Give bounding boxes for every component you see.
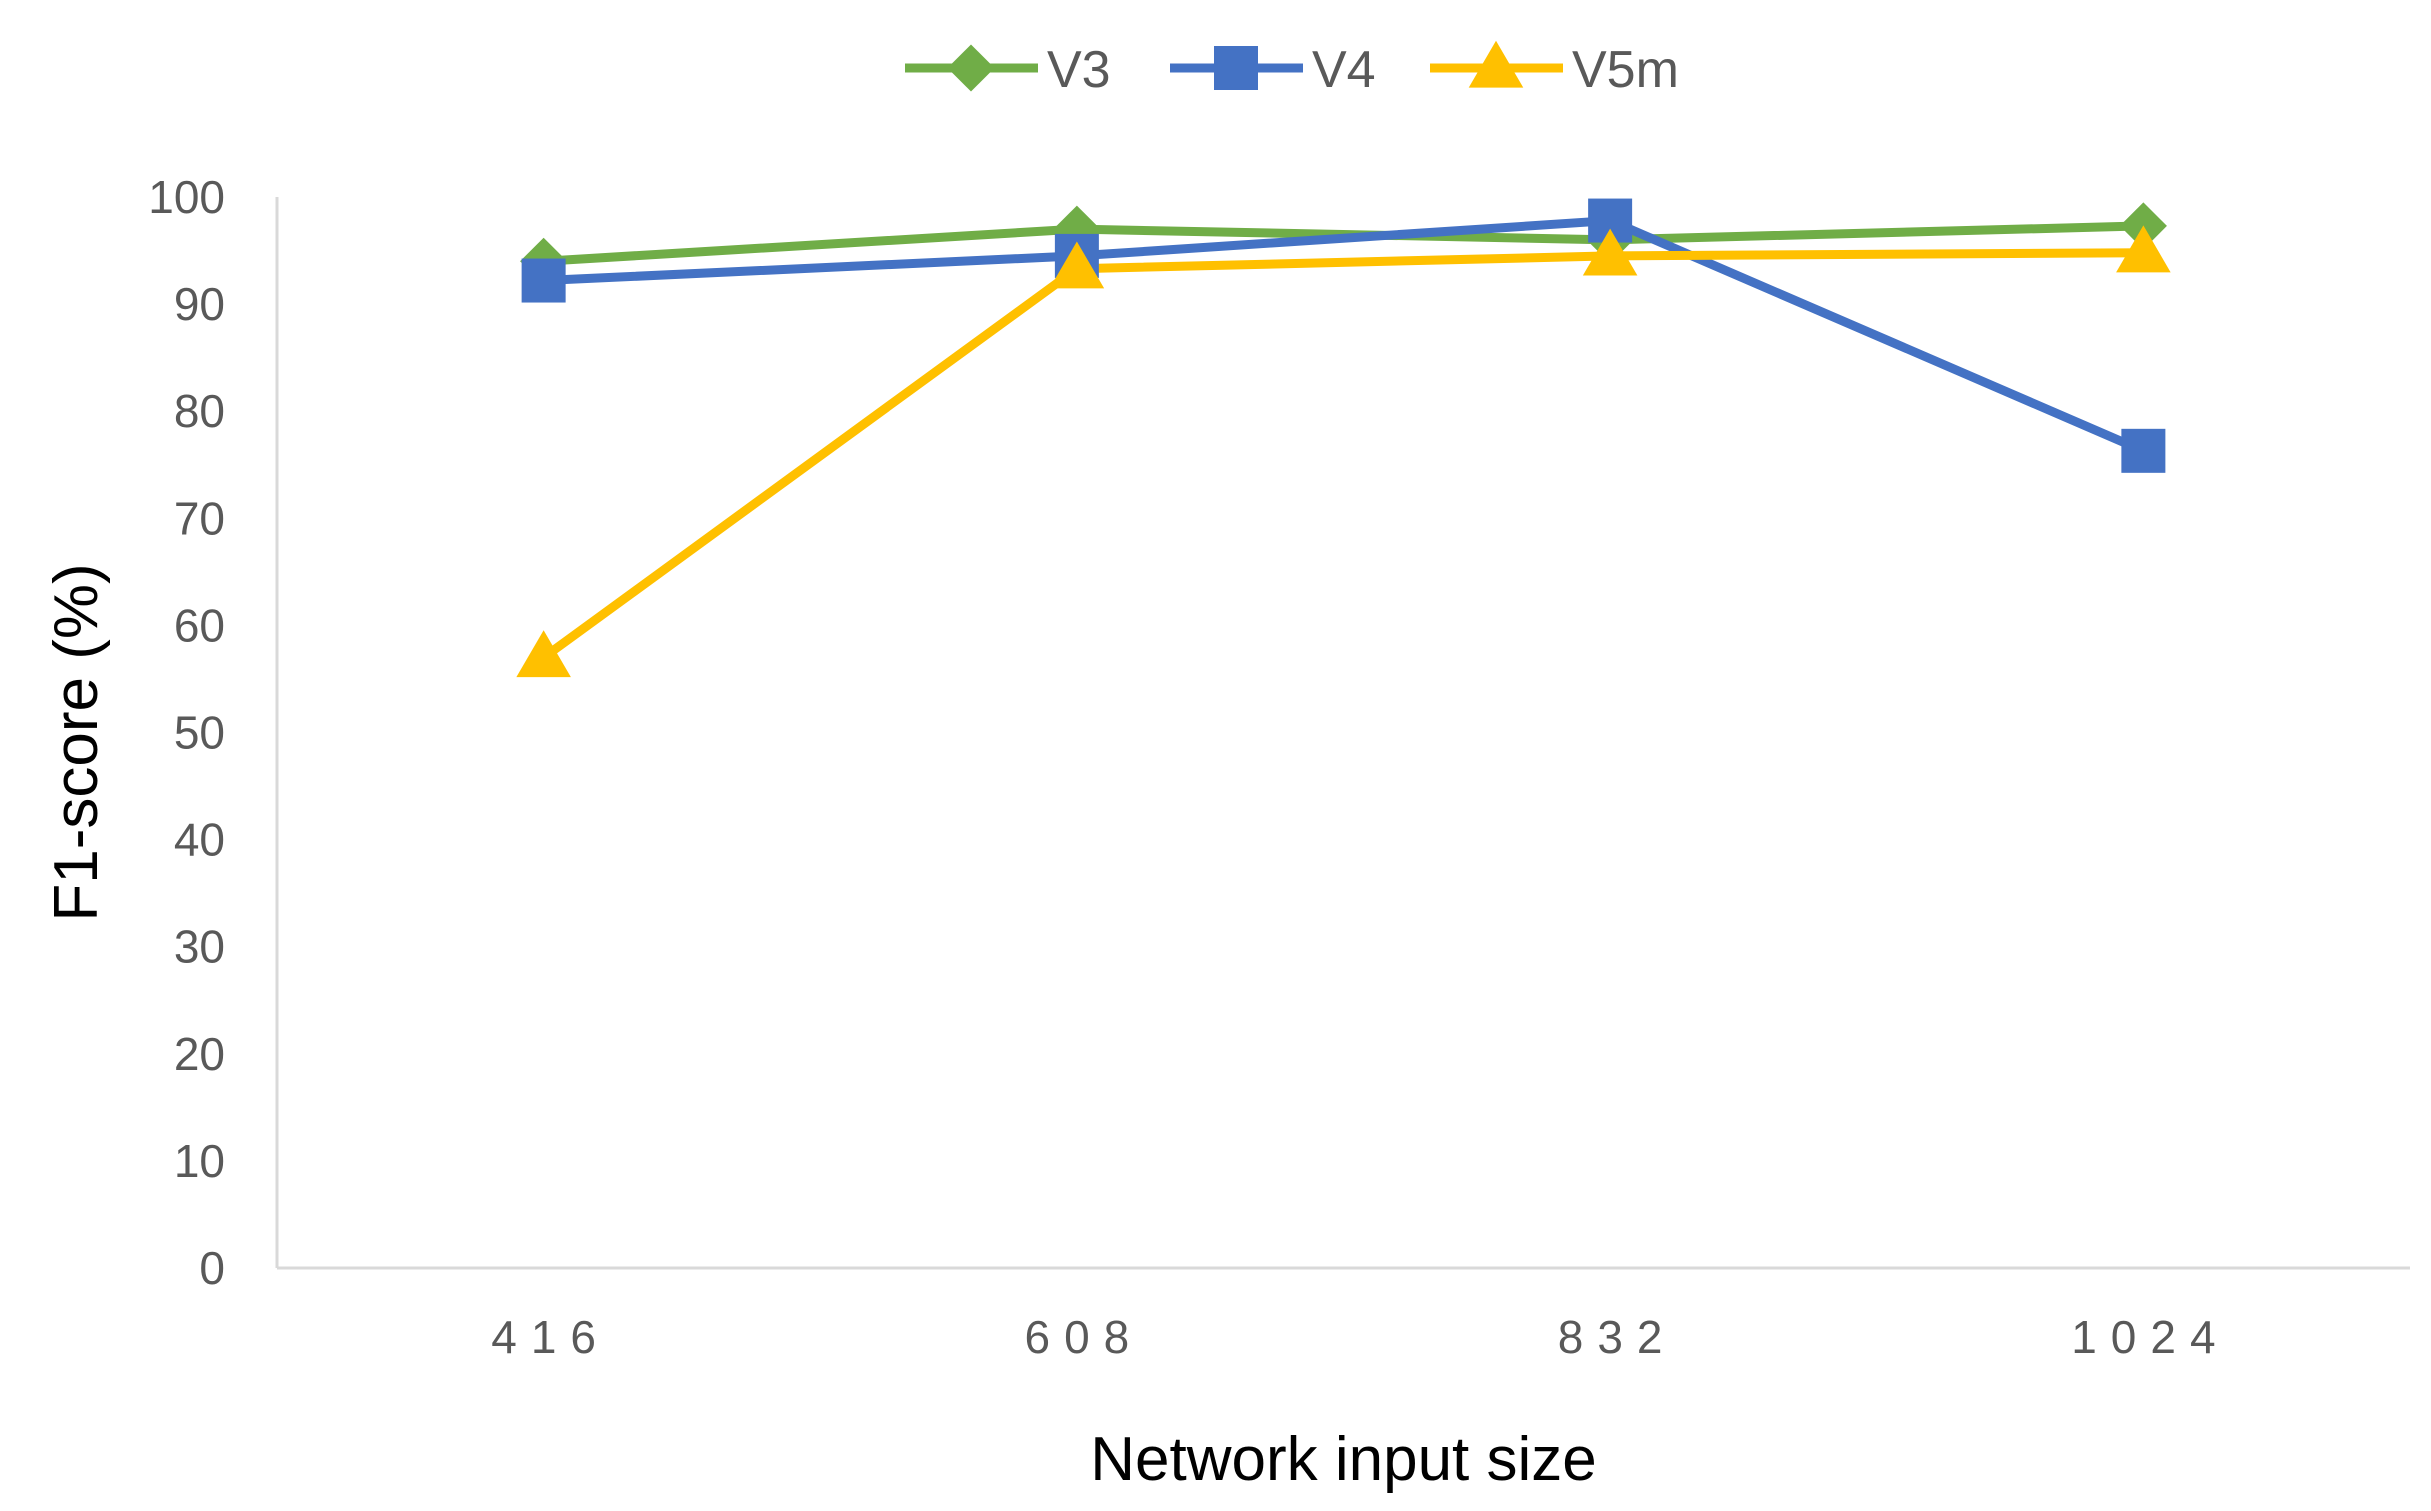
- y-tick-label: 40: [174, 814, 225, 866]
- y-tick-label: 30: [174, 921, 225, 973]
- legend-label: V3: [1047, 41, 1111, 99]
- y-axis-ticks: 0 10 20 30 40 50 60 70 80 90 100: [148, 171, 225, 1294]
- legend-item-v5m: V5m: [1430, 40, 1679, 99]
- x-tick-label: 832: [1558, 1311, 1677, 1363]
- y-tick-label: 20: [174, 1028, 225, 1080]
- y-tick-label: 90: [174, 278, 225, 330]
- legend-item-v4: V4: [1170, 41, 1376, 99]
- data-point-v5m: [1582, 228, 1638, 276]
- series-lines: [540, 216, 2146, 662]
- axes: [275, 197, 2410, 1270]
- data-point-v4: [521, 258, 566, 303]
- legend-swatch-marker: [1214, 46, 1258, 90]
- x-tick-label: 1024: [2071, 1311, 2229, 1363]
- y-tick-label: 10: [174, 1135, 225, 1187]
- x-axis-title: Network input size: [1090, 1425, 1597, 1494]
- legend-swatch-marker: [1468, 40, 1524, 88]
- data-point-v5m: [516, 630, 571, 678]
- legend-item-v3: V3: [905, 41, 1111, 99]
- series-markers: [516, 198, 2171, 678]
- legend: V3 V4 V5m: [905, 40, 1679, 99]
- y-tick-label: 50: [174, 707, 225, 759]
- data-point-v4: [2121, 428, 2166, 473]
- series-line-v5m: [540, 248, 2144, 662]
- y-axis-title: F1-score (%): [42, 563, 111, 921]
- data-point-v5m: [1049, 241, 1105, 289]
- data-point-v5m: [2116, 225, 2171, 273]
- y-tick-label: 80: [174, 385, 225, 437]
- x-tick-label: 416: [491, 1311, 610, 1363]
- legend-swatch-marker: [947, 44, 995, 92]
- x-tick-label: 608: [1025, 1311, 1144, 1363]
- series-line-v4: [543, 216, 2146, 455]
- legend-label: V4: [1312, 41, 1376, 99]
- y-tick-label: 60: [174, 599, 225, 651]
- y-tick-label: 100: [148, 171, 225, 223]
- y-tick-label: 70: [174, 492, 225, 544]
- x-axis-ticks: 416 608 832 1024: [491, 1311, 2229, 1363]
- legend-label: V5m: [1572, 41, 1679, 99]
- y-tick-label: 0: [199, 1242, 225, 1294]
